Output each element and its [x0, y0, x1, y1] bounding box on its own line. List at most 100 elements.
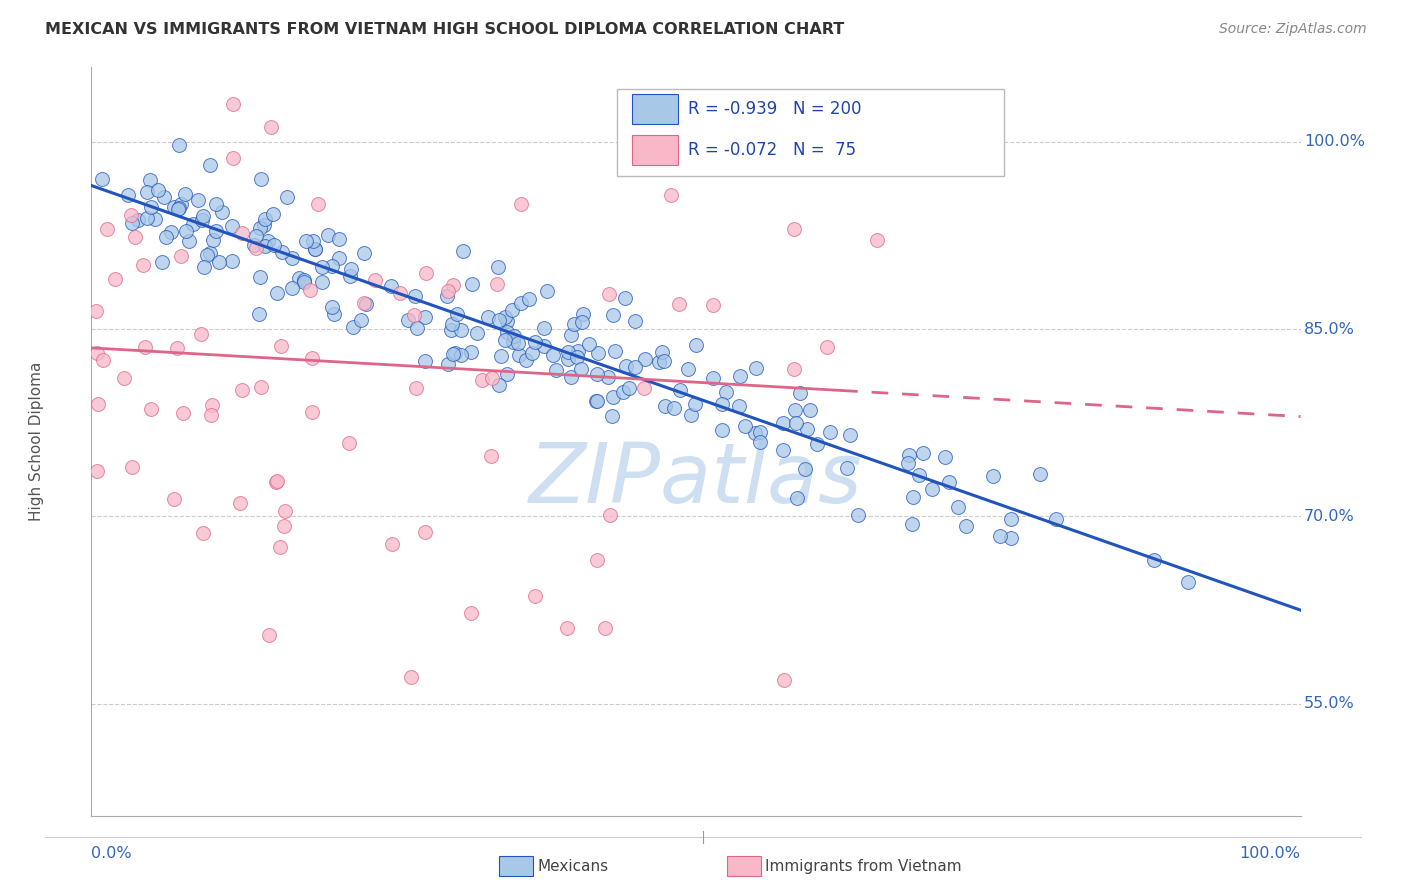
- Mexicans: [683, 396, 706, 410]
- Mexicans: [799, 403, 821, 417]
- Mexicans: [221, 219, 243, 234]
- Mexicans: [254, 212, 277, 227]
- Mexicans: [546, 362, 568, 376]
- Mexicans: [901, 490, 924, 504]
- Mexicans: [565, 350, 588, 364]
- FancyBboxPatch shape: [631, 94, 678, 124]
- Immigrants from Vietnam: [259, 120, 281, 134]
- Mexicans: [502, 329, 524, 343]
- Mexicans: [159, 225, 181, 239]
- Immigrants from Vietnam: [200, 408, 222, 422]
- Immigrants from Vietnam: [633, 381, 655, 395]
- Immigrants from Vietnam: [307, 197, 329, 211]
- Mexicans: [486, 260, 509, 274]
- Mexicans: [796, 422, 818, 436]
- Mexicans: [562, 317, 585, 331]
- Mexicans: [488, 313, 510, 327]
- Mexicans: [669, 383, 692, 397]
- Mexicans: [477, 310, 499, 325]
- Mexicans: [202, 233, 225, 247]
- Mexicans: [586, 393, 609, 408]
- Mexicans: [328, 232, 350, 246]
- Mexicans: [586, 346, 609, 360]
- Immigrants from Vietnam: [259, 628, 281, 642]
- Mexicans: [143, 211, 166, 226]
- Immigrants from Vietnam: [132, 259, 155, 273]
- Text: Mexicans: Mexicans: [537, 859, 609, 873]
- Text: ZIPatlas: ZIPatlas: [529, 439, 863, 519]
- Mexicans: [676, 362, 699, 376]
- Mexicans: [139, 173, 162, 187]
- Mexicans: [444, 346, 467, 360]
- Mexicans: [806, 437, 828, 451]
- Mexicans: [380, 279, 402, 293]
- Immigrants from Vietnam: [87, 397, 110, 411]
- Mexicans: [295, 234, 318, 248]
- Immigrants from Vietnam: [598, 286, 620, 301]
- Immigrants from Vietnam: [93, 353, 115, 368]
- Mexicans: [520, 345, 543, 359]
- Mexicans: [1028, 467, 1050, 482]
- Immigrants from Vietnam: [266, 475, 288, 489]
- Immigrants from Vietnam: [84, 304, 107, 318]
- Mexicans: [567, 343, 589, 358]
- Mexicans: [685, 337, 707, 351]
- Mexicans: [603, 343, 626, 358]
- Mexicans: [304, 242, 326, 256]
- Immigrants from Vietnam: [509, 197, 531, 211]
- Mexicans: [749, 434, 772, 449]
- Immigrants from Vietnam: [595, 621, 617, 635]
- Mexicans: [339, 261, 361, 276]
- Mexicans: [396, 313, 419, 327]
- Mexicans: [523, 334, 546, 349]
- Mexicans: [508, 348, 530, 362]
- Mexicans: [702, 371, 724, 385]
- Mexicans: [193, 260, 215, 274]
- Mexicans: [785, 403, 807, 417]
- Mexicans: [440, 322, 463, 336]
- Immigrants from Vietnam: [112, 371, 135, 385]
- Mexicans: [163, 200, 186, 214]
- Immigrants from Vietnam: [250, 380, 273, 394]
- FancyBboxPatch shape: [631, 135, 678, 165]
- Immigrants from Vietnam: [245, 241, 267, 255]
- Mexicans: [323, 306, 346, 320]
- Mexicans: [600, 409, 623, 423]
- Mexicans: [288, 271, 311, 285]
- Mexicans: [247, 307, 270, 321]
- Mexicans: [292, 275, 315, 289]
- Mexicans: [596, 369, 619, 384]
- Mexicans: [281, 281, 304, 295]
- Mexicans: [557, 344, 579, 359]
- Immigrants from Vietnam: [273, 519, 295, 533]
- Mexicans: [988, 529, 1011, 543]
- Immigrants from Vietnam: [441, 277, 464, 292]
- Mexicans: [451, 244, 474, 259]
- Mexicans: [311, 275, 333, 289]
- Mexicans: [166, 202, 188, 217]
- Text: 70.0%: 70.0%: [1305, 509, 1355, 524]
- Mexicans: [501, 303, 523, 318]
- Mexicans: [946, 500, 969, 514]
- Immigrants from Vietnam: [555, 622, 578, 636]
- Immigrants from Vietnam: [399, 670, 422, 684]
- Immigrants from Vietnam: [523, 589, 546, 603]
- Mexicans: [602, 390, 624, 404]
- Mexicans: [460, 344, 482, 359]
- Mexicans: [897, 448, 920, 462]
- Mexicans: [446, 307, 468, 321]
- Mexicans: [191, 212, 214, 227]
- Immigrants from Vietnam: [415, 266, 437, 280]
- Mexicans: [734, 419, 756, 434]
- Immigrants from Vietnam: [404, 309, 426, 323]
- Mexicans: [276, 190, 298, 204]
- Mexicans: [557, 351, 579, 366]
- Mexicans: [489, 349, 512, 363]
- Immigrants from Vietnam: [266, 474, 288, 488]
- Mexicans: [728, 369, 751, 384]
- Mexicans: [789, 386, 811, 401]
- Mexicans: [494, 333, 516, 347]
- Immigrants from Vietnam: [437, 284, 460, 298]
- Immigrants from Vietnam: [621, 112, 644, 126]
- Immigrants from Vietnam: [866, 233, 889, 247]
